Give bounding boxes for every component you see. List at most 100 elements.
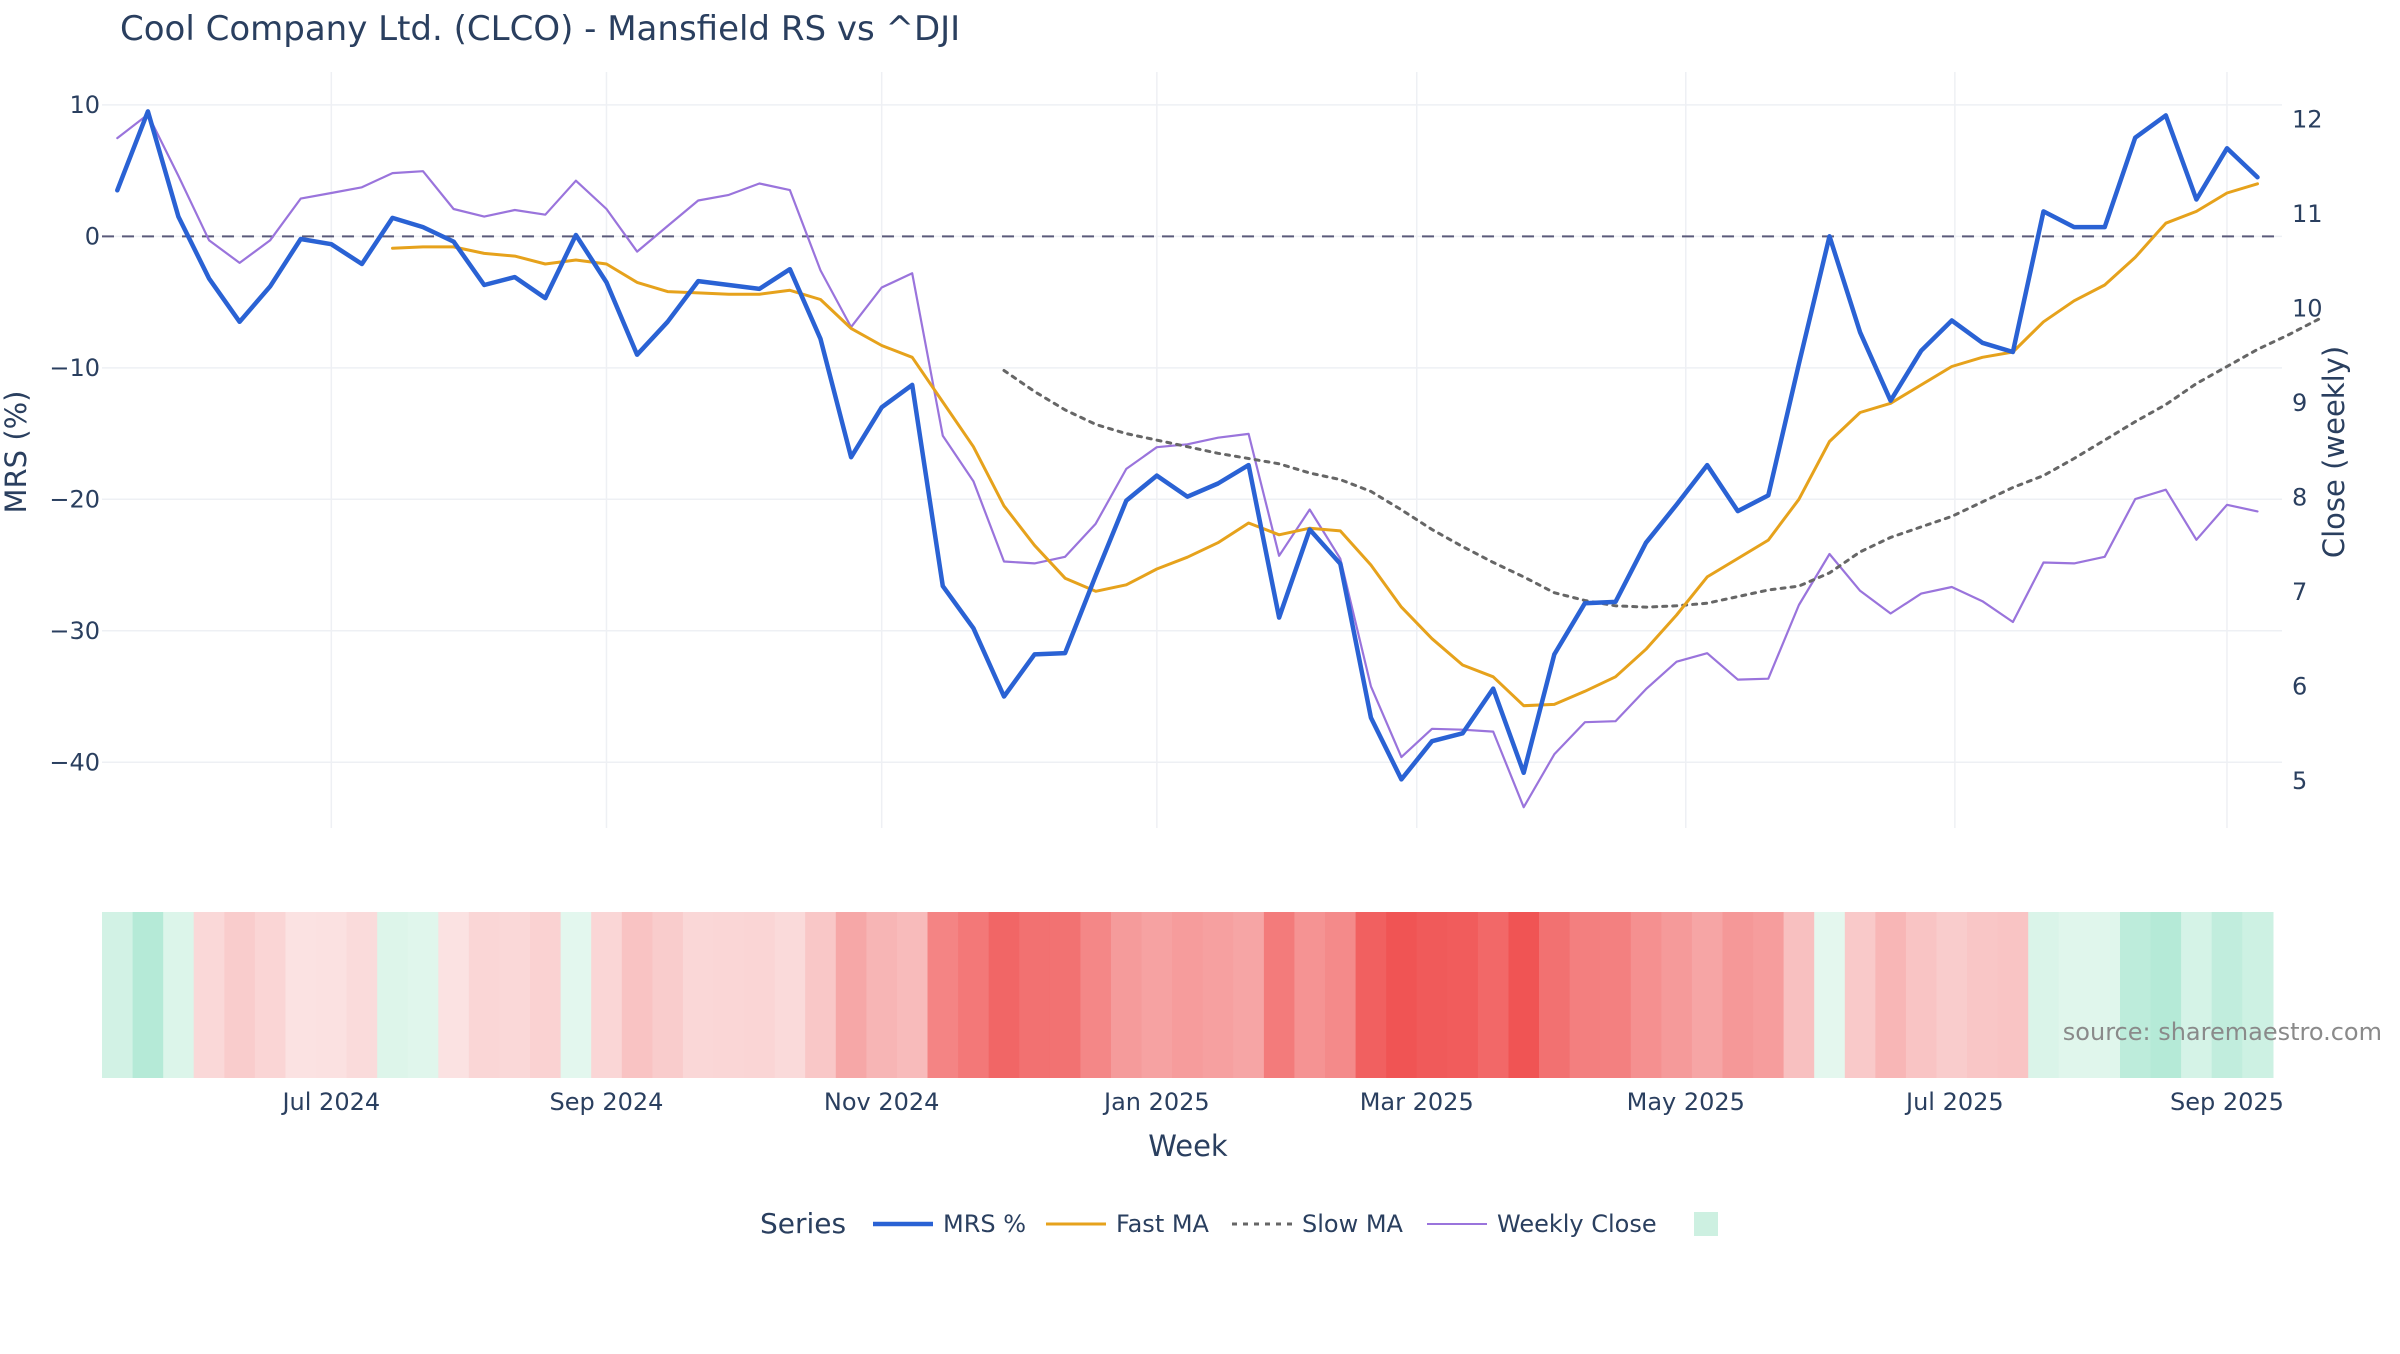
right-tick-label: 11 — [2292, 200, 2323, 228]
heat-cell — [1905, 912, 1938, 1078]
x-tick-label: Sep 2025 — [2170, 1088, 2284, 1116]
heat-cell — [1294, 912, 1326, 1078]
legend-label-slow-ma: Slow MA — [1302, 1210, 1404, 1238]
heat-cell — [1600, 912, 1632, 1078]
heat-cell — [1997, 912, 2029, 1078]
heat-cell — [1172, 912, 1204, 1078]
heat-cell — [774, 912, 806, 1078]
x-tick-label: May 2025 — [1627, 1088, 1745, 1116]
heat-cell — [621, 912, 653, 1078]
legend-label-mrs: MRS % — [943, 1210, 1026, 1238]
heat-cell — [744, 912, 776, 1078]
heat-cell — [1263, 912, 1296, 1078]
heat-cell — [468, 912, 501, 1078]
heat-cell — [682, 912, 715, 1078]
heat-cell — [2211, 912, 2243, 1078]
heat-cell — [1691, 912, 1724, 1078]
heat-cell — [1967, 912, 1999, 1078]
heat-cell — [1233, 912, 1265, 1078]
left-axis-title: MRS (%) — [0, 391, 33, 514]
heat-cell — [591, 912, 623, 1078]
heat-cell — [254, 912, 287, 1078]
series-points-weekly-close — [117, 114, 2259, 808]
heat-cell — [1111, 912, 1143, 1078]
left-axis-ticks: 10 0 −10 −20 −30 −40 — [49, 91, 100, 776]
heat-cell — [316, 912, 348, 1078]
x-tick-label: Nov 2024 — [824, 1088, 940, 1116]
right-tick-label: 6 — [2292, 672, 2307, 700]
heat-cell — [835, 912, 867, 1078]
x-tick-label: Jan 2025 — [1102, 1088, 1210, 1116]
right-tick-label: 8 — [2292, 483, 2307, 511]
heat-cell — [1783, 912, 1815, 1078]
right-axis-title: Close (weekly) — [2317, 346, 2351, 558]
heat-cell — [866, 912, 898, 1078]
heat-cell — [2242, 912, 2274, 1078]
legend-label-fast-ma: Fast MA — [1116, 1210, 1210, 1238]
heat-cell — [1416, 912, 1448, 1078]
right-tick-label: 5 — [2292, 767, 2307, 795]
heat-cell — [285, 912, 317, 1078]
heat-cell — [927, 912, 959, 1078]
right-axis-ticks: 12 11 10 9 8 7 6 5 — [2292, 105, 2323, 795]
x-axis-title: Week — [1148, 1129, 1228, 1163]
left-tick-label: 0 — [85, 222, 100, 250]
heat-cell — [2181, 912, 2213, 1078]
chart-title: Cool Company Ltd. (CLCO) - Mansfield RS … — [120, 9, 960, 49]
main-plot-grid — [102, 72, 2282, 828]
heat-cell — [560, 912, 592, 1078]
heat-cell — [1386, 912, 1418, 1078]
heat-cell — [193, 912, 225, 1078]
heat-cell — [1325, 912, 1357, 1078]
right-tick-label: 9 — [2292, 389, 2307, 417]
heat-cell — [652, 912, 684, 1078]
heat-cell — [1049, 912, 1081, 1078]
right-tick-label: 12 — [2292, 105, 2323, 133]
x-tick-label: Jul 2025 — [1904, 1088, 2004, 1116]
legend: Series MRS % Fast MA Slow MA Weekly Clos… — [760, 1207, 1718, 1240]
heat-cell — [1447, 912, 1479, 1078]
heat-cell — [1539, 912, 1571, 1078]
x-tick-label: Mar 2025 — [1360, 1088, 1474, 1116]
source-note: source: sharemaestro.com — [2063, 1018, 2382, 1046]
heat-cell — [1630, 912, 1662, 1078]
series-points-slow-ma — [1003, 318, 2319, 607]
heat-cell — [2120, 912, 2152, 1078]
x-tick-label: Jul 2024 — [280, 1088, 380, 1116]
series-points-fast-ma — [392, 183, 2259, 707]
heat-cell — [499, 912, 531, 1078]
legend-label-weekly-close: Weekly Close — [1497, 1210, 1657, 1238]
heat-cell — [2028, 912, 2060, 1078]
right-tick-label: 7 — [2292, 578, 2307, 606]
heat-cell — [1844, 912, 1876, 1078]
mrs-heat-strip — [102, 912, 2274, 1078]
heat-cell — [805, 912, 837, 1078]
heat-cell — [163, 912, 195, 1078]
heat-cell — [102, 912, 134, 1078]
left-tick-label: −10 — [49, 354, 100, 382]
heat-cell — [1569, 912, 1601, 1078]
heat-cell — [438, 912, 470, 1078]
heat-cell — [377, 912, 409, 1078]
heat-cell — [1814, 912, 1846, 1078]
left-tick-label: −20 — [49, 485, 100, 513]
heat-cell — [1722, 912, 1754, 1078]
heat-cell — [346, 912, 378, 1078]
heat-cell — [132, 912, 164, 1078]
series-line-mrs — [115, 109, 2260, 782]
heat-cell — [1508, 912, 1540, 1078]
heat-cell — [897, 912, 929, 1078]
heat-cell — [1753, 912, 1785, 1078]
heat-cell — [988, 912, 1020, 1078]
heat-cell — [530, 912, 562, 1078]
heat-cell — [1019, 912, 1051, 1078]
main-plot-lines — [102, 109, 2321, 809]
heat-cell — [1936, 912, 1968, 1078]
left-tick-label: −40 — [49, 748, 100, 776]
heat-cell — [407, 912, 439, 1078]
left-tick-label: 10 — [69, 91, 100, 119]
right-tick-label: 10 — [2292, 294, 2323, 322]
heat-cell — [1202, 912, 1234, 1078]
